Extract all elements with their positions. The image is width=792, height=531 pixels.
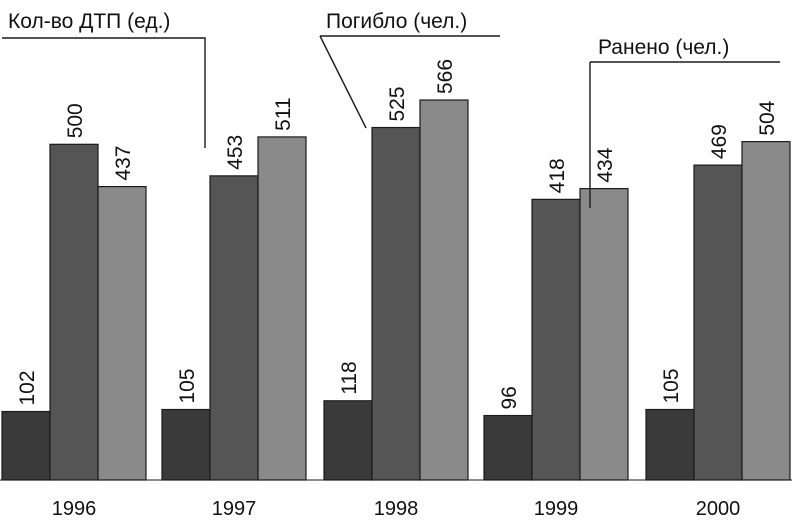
value-label-1997-series-1: 453 xyxy=(224,135,247,170)
value-label-1996-series-1: 500 xyxy=(64,103,87,138)
value-label-1998-series-2: 566 xyxy=(434,59,457,94)
bar-1996-series-2 xyxy=(97,186,147,481)
legend-leader-line-1 xyxy=(319,35,500,129)
value-label-1999-series-1: 418 xyxy=(546,158,569,193)
bar-1997-series-2 xyxy=(257,136,307,481)
bar-2000-series-2 xyxy=(741,141,791,481)
x-tick-label-1998: 1998 xyxy=(374,498,419,520)
legend-leader-line-2 xyxy=(589,61,780,208)
x-tick-label-2000: 2000 xyxy=(696,498,741,520)
value-label-1998-series-1: 525 xyxy=(386,86,409,121)
bar-1997-series-0 xyxy=(161,408,211,481)
x-tick-label-1997: 1997 xyxy=(212,498,257,520)
bar-1996-series-1 xyxy=(49,143,99,481)
value-label-1999-series-2: 434 xyxy=(594,147,617,182)
x-tick-labels-layer: 1996 1997 1998 1999 2000 xyxy=(52,498,741,520)
bar-1999-series-2 xyxy=(579,188,629,481)
legend-entry-2: Ранено (чел.) xyxy=(598,36,729,59)
bar-1999-series-1 xyxy=(531,198,581,481)
bars-layer xyxy=(0,99,792,481)
value-label-1997-series-2: 511 xyxy=(272,97,295,130)
value-labels-layer: 102 500 437 105 453 511 118 525 566 96 418 434 105 46… xyxy=(16,59,779,410)
bar-1997-series-1 xyxy=(209,175,259,481)
value-label-1998-series-0: 118 xyxy=(338,361,361,394)
value-label-2000-series-2: 504 xyxy=(756,100,779,135)
value-label-1997-series-0: 105 xyxy=(176,368,199,403)
value-label-1996-series-2: 437 xyxy=(112,146,135,181)
legend-entry-0: Кол-во ДТП (ед.) xyxy=(8,10,170,33)
x-tick-label-1999: 1999 xyxy=(534,498,579,520)
bar-2000-series-1 xyxy=(693,164,743,481)
bar-2000-series-0 xyxy=(645,408,695,481)
x-tick-label-1996: 1996 xyxy=(52,498,97,520)
bar-1996-series-0 xyxy=(1,410,51,481)
value-label-1999-series-0: 96 xyxy=(498,386,521,409)
bar-1998-series-2 xyxy=(419,99,469,481)
legend-layer: Кол-во ДТП (ед.) Погибло (чел.) Ранено (че… xyxy=(2,10,780,208)
bar-1998-series-0 xyxy=(323,400,373,481)
bar-1999-series-0 xyxy=(483,414,533,481)
value-label-1996-series-0: 102 xyxy=(16,370,39,405)
legend-entry-1: Погибло (чел.) xyxy=(326,10,467,33)
value-label-2000-series-1: 469 xyxy=(708,124,731,159)
bar-1998-series-1 xyxy=(371,126,421,481)
legend-leader-line-0 xyxy=(2,37,206,148)
value-label-2000-series-0: 105 xyxy=(660,368,683,403)
